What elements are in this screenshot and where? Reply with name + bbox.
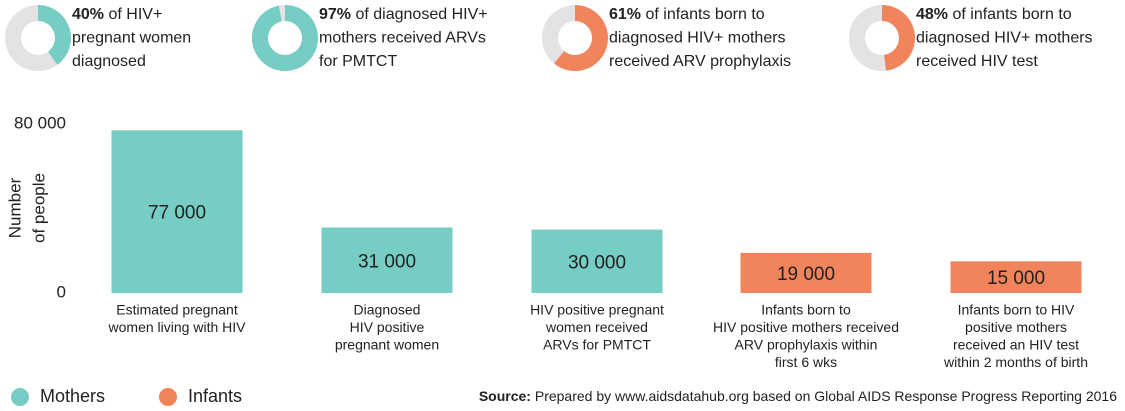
donut-caption: pregnant women — [72, 30, 191, 47]
donut-caption: diagnosed — [72, 53, 146, 70]
x-category-label: HIV positive mothers received — [713, 319, 899, 335]
caption-line: of infants born to — [645, 6, 764, 23]
donut-caption: 97% of diagnosed HIV+ — [319, 6, 488, 23]
bar — [321, 227, 453, 293]
donut-caption: 48% of infants born to — [916, 6, 1072, 23]
bar — [531, 229, 663, 293]
bar — [740, 252, 872, 293]
donut-caption: diagnosed HIV+ mothers — [916, 30, 1093, 47]
donut-caption: received ARV prophylaxis — [609, 53, 791, 70]
x-category-label: first 6 wks — [775, 354, 837, 370]
donut-segment — [553, 5, 608, 71]
x-category-label: Estimated pregnant — [116, 302, 238, 318]
bar-value-label: 30 000 — [568, 252, 626, 273]
donut-caption: for PMTCT — [319, 53, 397, 70]
donut-value-label: 40% — [72, 6, 104, 23]
donut-caption: diagnosed HIV+ mothers — [609, 30, 786, 47]
source-text: Prepared by www.aidsdatahub.org based on… — [535, 388, 1117, 404]
x-category-label: pregnant women — [335, 337, 439, 353]
x-category-label: Diagnosed — [354, 302, 421, 318]
donut-value-label: 61% — [609, 6, 641, 23]
bar-value-label: 15 000 — [987, 268, 1045, 289]
bar-value-label: 77 000 — [148, 203, 206, 224]
caption-line: of infants born to — [952, 6, 1071, 23]
source-label: Source: — [479, 388, 531, 404]
donut-caption: received HIV test — [916, 53, 1038, 70]
x-category-label: HIV positive pregnant — [530, 302, 664, 318]
caption-line: diagnosed HIV+ mothers — [609, 30, 786, 47]
y-axis-title: of people — [29, 173, 48, 243]
legend-swatch — [11, 388, 29, 406]
x-category-label: positive mothers — [965, 319, 1067, 335]
bar — [111, 130, 243, 293]
x-category-label: women received — [545, 319, 648, 335]
source-note: Source: Prepared by www.aidsdatahub.org … — [479, 388, 1117, 404]
donut-segment — [252, 5, 318, 72]
y-tick-label: 0 — [57, 282, 66, 301]
donut-value-label: 97% — [319, 6, 351, 23]
y-axis-title: Number — [5, 177, 24, 238]
donut-value-label: 48% — [916, 6, 948, 23]
caption-line: mothers received ARVs — [319, 30, 486, 47]
x-category-label: received an HIV test — [953, 337, 1079, 353]
bar — [950, 261, 1082, 293]
caption-line: of diagnosed HIV+ — [355, 6, 487, 23]
x-category-label: within 2 months of birth — [943, 354, 1088, 370]
x-category-label: Infants born to — [761, 302, 851, 318]
caption-line: pregnant women — [72, 30, 191, 47]
caption-line: for PMTCT — [319, 53, 397, 70]
legend-swatch — [159, 388, 177, 406]
donut-caption: 61% of infants born to — [609, 6, 765, 23]
y-tick-label: 80 000 — [14, 113, 66, 132]
legend-label: Mothers — [40, 386, 105, 406]
caption-line: of HIV+ — [108, 6, 162, 23]
legend-label: Infants — [188, 386, 242, 406]
donut-caption: 40% of HIV+ — [72, 6, 162, 23]
caption-line: received HIV test — [916, 53, 1038, 70]
caption-line: diagnosed HIV+ mothers — [916, 30, 1093, 47]
x-category-label: HIV positive — [350, 319, 425, 335]
bar-value-label: 19 000 — [777, 264, 835, 285]
donut-segment — [882, 5, 915, 71]
caption-line: diagnosed — [72, 53, 146, 70]
x-category-label: Infants born to HIV — [958, 302, 1075, 318]
donut-segment — [38, 5, 72, 65]
caption-line: received ARV prophylaxis — [609, 53, 791, 70]
bar-value-label: 31 000 — [358, 251, 416, 272]
donut-caption: mothers received ARVs — [319, 30, 486, 47]
x-category-label: ARV prophylaxis within — [735, 337, 878, 353]
x-category-label: women living with HIV — [108, 319, 247, 335]
x-category-label: ARVs for PMTCT — [543, 337, 651, 353]
